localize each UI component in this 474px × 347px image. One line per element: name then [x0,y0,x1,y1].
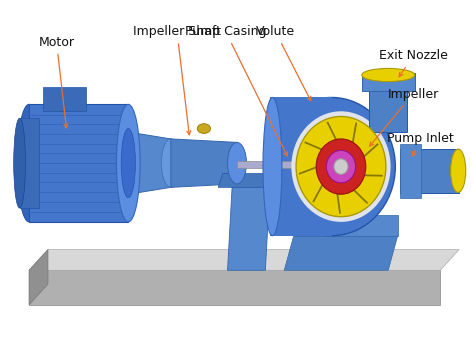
Ellipse shape [263,98,282,236]
Polygon shape [29,249,459,270]
Polygon shape [362,73,415,91]
Text: Volute: Volute [256,25,311,101]
Ellipse shape [161,139,180,187]
Polygon shape [29,249,48,305]
Polygon shape [270,98,331,236]
Polygon shape [29,104,128,222]
Ellipse shape [117,104,140,222]
Ellipse shape [268,98,395,236]
Polygon shape [228,184,270,270]
Polygon shape [171,139,237,187]
Ellipse shape [197,124,210,133]
Ellipse shape [296,117,386,217]
Polygon shape [400,149,459,193]
Text: Impeller Shaft: Impeller Shaft [133,25,221,135]
Text: Pump Casing: Pump Casing [185,25,287,156]
Ellipse shape [316,139,366,194]
Ellipse shape [334,159,348,174]
Polygon shape [294,215,398,236]
Polygon shape [284,236,398,270]
Ellipse shape [14,118,26,208]
Ellipse shape [326,150,356,183]
Ellipse shape [17,104,41,222]
Polygon shape [218,174,289,187]
Polygon shape [237,161,331,168]
Polygon shape [128,132,171,194]
Polygon shape [19,118,38,208]
Text: Exit Nozzle: Exit Nozzle [379,50,447,77]
Text: Pump Inlet: Pump Inlet [387,133,454,156]
Ellipse shape [451,149,466,192]
Polygon shape [43,87,86,111]
Text: Motor: Motor [38,36,74,128]
Polygon shape [400,144,421,198]
Polygon shape [29,270,440,305]
Polygon shape [369,84,407,132]
Text: Impeller: Impeller [370,87,438,146]
Ellipse shape [362,68,415,82]
Ellipse shape [292,111,391,222]
Ellipse shape [228,142,246,184]
Ellipse shape [121,129,136,198]
